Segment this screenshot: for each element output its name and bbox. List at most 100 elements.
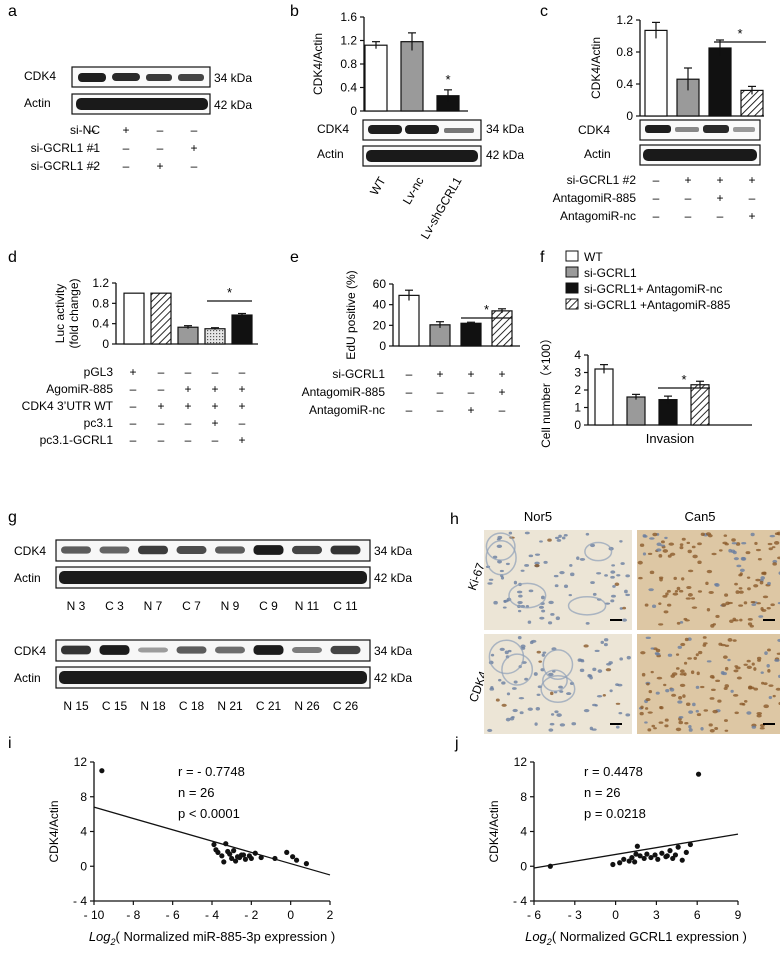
data-point bbox=[293, 857, 300, 863]
panel-letter-f: f bbox=[540, 249, 545, 266]
cell-nucleus bbox=[686, 541, 691, 545]
cell-nucleus bbox=[741, 541, 747, 545]
cell-nucleus bbox=[690, 670, 695, 675]
treatment-mark: – bbox=[158, 365, 165, 379]
kda-label: 34 kDa bbox=[374, 644, 412, 658]
cell-nucleus bbox=[681, 537, 686, 541]
band-label-cdk4-g: CDK4 bbox=[14, 544, 46, 558]
cell-nucleus bbox=[724, 684, 730, 688]
treatment-mark: – bbox=[130, 416, 137, 430]
cell-nucleus bbox=[653, 727, 657, 730]
blot-band bbox=[215, 646, 245, 654]
treatment-mark: + bbox=[498, 385, 505, 399]
cell-nucleus bbox=[669, 687, 675, 692]
cell-nucleus bbox=[603, 638, 609, 642]
y-axis-label: Cell number（×100） bbox=[539, 332, 553, 448]
cell-nucleus bbox=[487, 728, 493, 732]
cell-nucleus bbox=[715, 614, 720, 619]
cell-nucleus bbox=[554, 536, 560, 540]
cell-nucleus bbox=[655, 691, 660, 695]
legend-label: si-GCRL1 bbox=[584, 266, 637, 280]
cell-nucleus bbox=[756, 711, 763, 716]
panel-b: b 0 0.4 0.8 1.2 1.6 CDK4/Actin * CDK4 Actin 34… bbox=[290, 3, 524, 242]
cell-nucleus bbox=[649, 537, 655, 540]
cell-nucleus bbox=[738, 604, 744, 607]
cell-nucleus bbox=[622, 606, 627, 610]
cell-nucleus bbox=[534, 564, 540, 568]
cell-nucleus bbox=[691, 545, 696, 549]
cell-nucleus bbox=[658, 721, 664, 724]
treatment-mark: + bbox=[190, 141, 197, 155]
cell-nucleus bbox=[543, 560, 548, 564]
treatment-label: si-GCRL1 #2 bbox=[567, 173, 637, 187]
cell-nucleus bbox=[542, 651, 547, 654]
gland-outline bbox=[501, 653, 534, 686]
cell-nucleus bbox=[688, 728, 693, 732]
cell-nucleus bbox=[753, 667, 757, 671]
cell-nucleus bbox=[655, 648, 661, 653]
cell-nucleus bbox=[519, 711, 524, 715]
cell-nucleus bbox=[644, 721, 648, 724]
cell-nucleus bbox=[698, 650, 703, 655]
data-point bbox=[655, 856, 661, 862]
bar bbox=[658, 399, 678, 426]
cell-nucleus bbox=[685, 702, 691, 707]
cell-nucleus bbox=[761, 572, 765, 575]
cell-nucleus bbox=[679, 543, 684, 547]
cell-nucleus bbox=[684, 722, 689, 725]
cell-nucleus bbox=[594, 649, 600, 653]
cell-nucleus bbox=[723, 534, 728, 537]
cell-nucleus bbox=[664, 718, 669, 722]
cell-nucleus bbox=[642, 552, 647, 556]
treatment-rows-e: si-GCRL1 – + + + AntagomiR-885 – – – + AntagomiR-n… bbox=[302, 367, 506, 417]
cell-nucleus bbox=[773, 540, 780, 545]
treatment-label: pc3.1-GCRL1 bbox=[40, 433, 114, 447]
treatment-mark: – bbox=[239, 416, 246, 430]
band-label-actin-b: Actin bbox=[317, 147, 344, 161]
cell-nucleus bbox=[579, 557, 586, 561]
panel-g: g CDK4 34 kDa Actin 42 kDa N 3 C 3 N 7 C 7 N 9 C … bbox=[8, 509, 412, 713]
data-point bbox=[664, 853, 670, 859]
cell-nucleus bbox=[527, 620, 532, 624]
data-point bbox=[233, 858, 239, 864]
treatment-mark: – bbox=[158, 382, 165, 396]
cell-nucleus bbox=[745, 551, 751, 555]
cell-nucleus bbox=[547, 621, 553, 625]
cell-nucleus bbox=[695, 685, 700, 689]
cell-nucleus bbox=[583, 708, 590, 713]
panel-d: d 0 0.4 0.8 1.2 Luc activity (fold change) * p… bbox=[8, 249, 258, 447]
data-point bbox=[617, 860, 623, 866]
cell-nucleus bbox=[548, 672, 554, 677]
cell-nucleus bbox=[605, 668, 612, 672]
cell-nucleus bbox=[696, 671, 700, 676]
cell-nucleus bbox=[697, 560, 702, 565]
cell-nucleus bbox=[711, 688, 716, 692]
cell-nucleus bbox=[651, 724, 656, 728]
panel-letter-h: h bbox=[450, 511, 459, 528]
bar bbox=[690, 384, 710, 426]
cell-nucleus bbox=[645, 636, 651, 640]
treatment-label: CDK4 3’UTR WT bbox=[22, 399, 114, 413]
cell-nucleus bbox=[524, 563, 530, 567]
blot-band bbox=[330, 545, 361, 555]
cell-nucleus bbox=[747, 685, 753, 690]
cell-nucleus bbox=[678, 716, 684, 719]
y-tick-label: 0.4 bbox=[92, 317, 109, 331]
cell-nucleus bbox=[520, 569, 525, 572]
gland-outline bbox=[485, 532, 516, 561]
cell-nucleus bbox=[512, 708, 518, 713]
cell-nucleus bbox=[667, 554, 672, 558]
lane-label: C 21 bbox=[256, 699, 282, 713]
lane-label: C 18 bbox=[179, 699, 205, 713]
lane-label: C 9 bbox=[259, 599, 278, 613]
cell-nucleus bbox=[751, 725, 757, 729]
cell-nucleus bbox=[640, 705, 644, 709]
gland-outline bbox=[567, 596, 607, 616]
blot-band bbox=[292, 646, 322, 654]
blot-band bbox=[138, 647, 168, 653]
panel-letter-j: j bbox=[454, 735, 459, 752]
cell-nucleus bbox=[625, 593, 631, 597]
cell-nucleus bbox=[739, 572, 743, 576]
cell-nucleus bbox=[750, 600, 756, 604]
lane-label: N 26 bbox=[294, 699, 320, 713]
